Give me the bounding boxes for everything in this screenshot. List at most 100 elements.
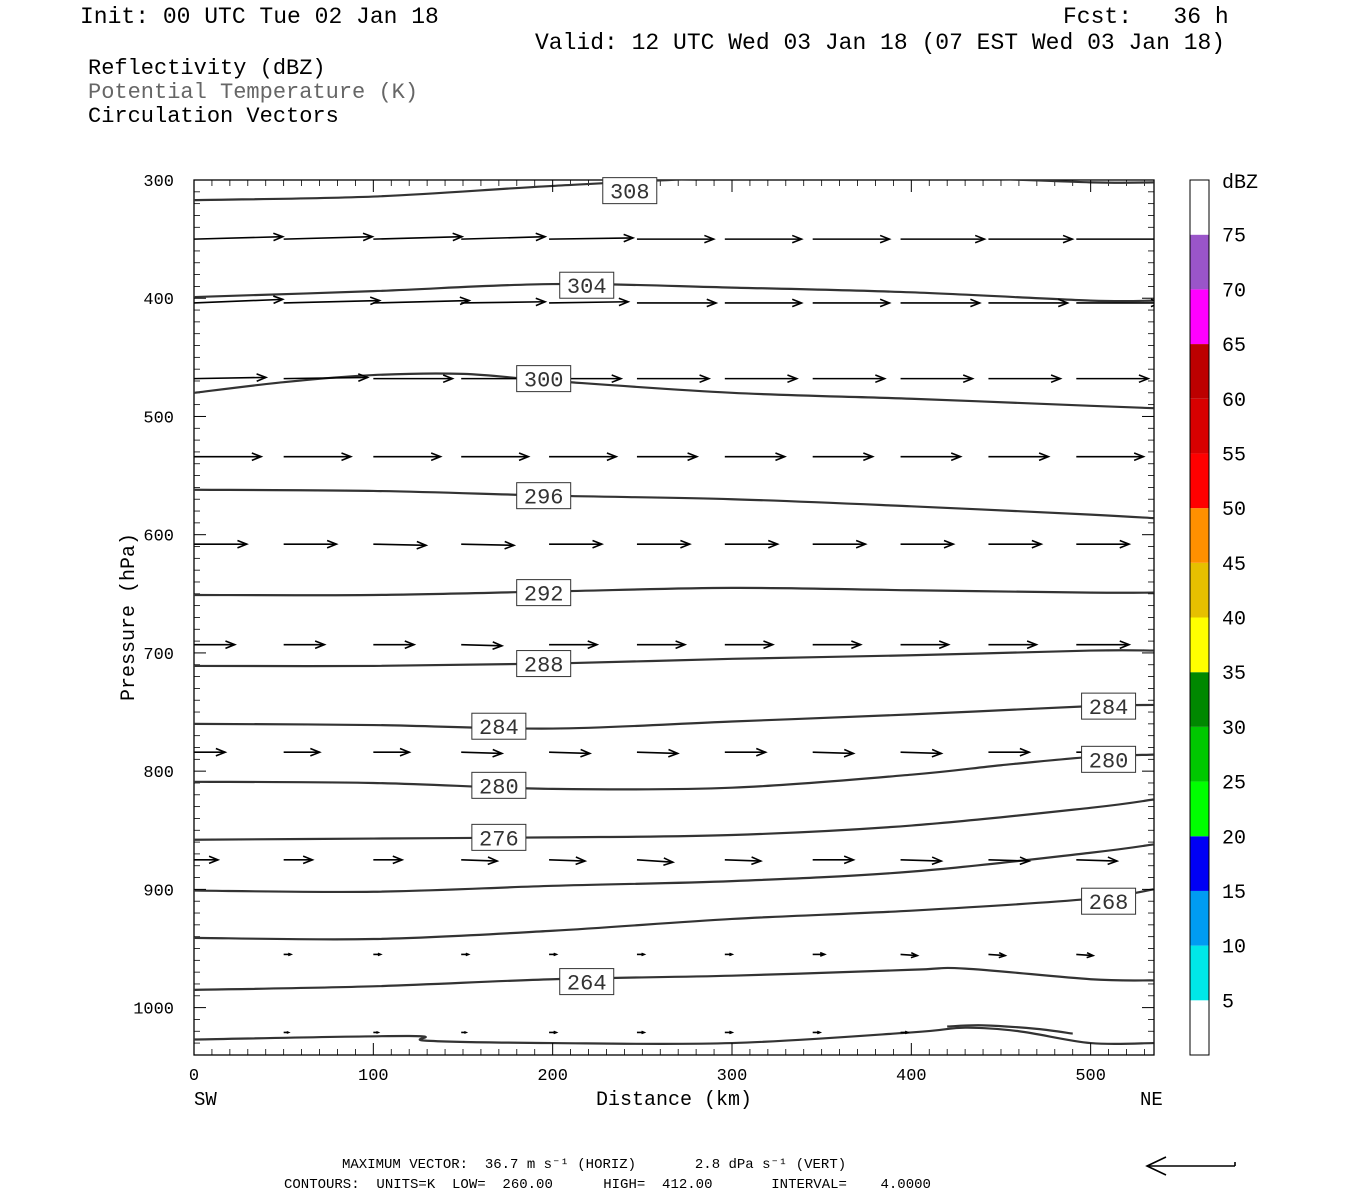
- contour-label: 284: [479, 716, 519, 741]
- colorbar-level-label: 75: [1222, 226, 1246, 249]
- circulation-vector: [549, 297, 631, 307]
- contour-label-box: [559, 271, 615, 299]
- theta-contour-264: [194, 966, 1154, 991]
- circulation-vector: [373, 452, 443, 462]
- circulation-vector: [549, 856, 588, 866]
- y-tick-label: 500: [143, 409, 174, 428]
- circulation-vector: [194, 640, 237, 650]
- colorbar-segment: [1190, 289, 1209, 345]
- colorbar-segment: [1190, 453, 1209, 509]
- circulation-vector: [988, 539, 1044, 549]
- colorbar-segment: [1190, 617, 1209, 673]
- contour-label: 264: [567, 972, 607, 997]
- contour-label-box: [602, 177, 658, 205]
- forecast-hour-label: Fcst: 36 h: [1063, 4, 1229, 30]
- circulation-vector: [988, 951, 1008, 959]
- circulation-vector: [900, 640, 951, 650]
- theta-contour-280: [194, 753, 1154, 791]
- init-time-label: Init: 00 UTC Tue 02 Jan 18: [80, 4, 439, 30]
- circulation-vector: [283, 747, 322, 757]
- circulation-vector: [461, 1030, 469, 1034]
- colorbar-segment: [1190, 180, 1209, 235]
- contour-label: 288: [524, 654, 564, 679]
- circulation-vector: [194, 295, 285, 305]
- colorbar-frame: [1189, 179, 1210, 1056]
- contour-label: 280: [479, 775, 519, 800]
- circulation-vector: [549, 640, 600, 650]
- circulation-vector: [900, 748, 944, 758]
- reference-vector-arrow: [1145, 1156, 1236, 1176]
- circulation-vector: [1076, 452, 1146, 462]
- circulation-vector: [1076, 374, 1151, 384]
- colorbar-level-label: 5: [1222, 991, 1234, 1014]
- circulation-vector: [373, 232, 465, 242]
- circulation-vector: [1076, 640, 1132, 650]
- y-tick-label: 800: [143, 764, 174, 783]
- circulation-vector: [724, 856, 763, 866]
- colorbar-level-label: 15: [1222, 882, 1246, 905]
- circulation-vector: [194, 855, 221, 865]
- colorbar-segment: [1190, 781, 1209, 837]
- circulation-vector: [461, 297, 548, 307]
- circulation-vector: [724, 374, 799, 384]
- theta-contour-288: [194, 649, 1154, 668]
- circulation-vector: [373, 855, 405, 865]
- circulation-vector: [373, 374, 455, 384]
- circulation-vector: [900, 234, 987, 244]
- y-axis-title: Pressure (hPa): [118, 533, 141, 701]
- circulation-vector: [812, 539, 868, 549]
- contour-info-label: CONTOURS: UNITS=K LOW= 260.00 HIGH= 412.…: [284, 1177, 931, 1193]
- contour-label-box: [1081, 745, 1137, 773]
- contour-label: 280: [1089, 749, 1129, 774]
- colorbar-segment: [1190, 234, 1209, 290]
- circulation-vector: [1076, 298, 1154, 308]
- circulation-vector: [724, 1030, 735, 1035]
- contour-label-box: [471, 712, 527, 740]
- circulation-vector: [812, 1030, 823, 1035]
- contour-labels: 308 304 300 296 292 288 284 284 280 280 276 268 264: [471, 177, 1137, 997]
- x-tick-label: 300: [717, 1067, 748, 1086]
- theta-contour-268: [194, 888, 1154, 941]
- colorbar-level-label: 35: [1222, 663, 1246, 686]
- circulation-vector: [636, 952, 647, 957]
- y-tick-label: 900: [143, 882, 174, 901]
- circulation-vector: [1076, 539, 1132, 549]
- colorbar-level-label: 65: [1222, 335, 1246, 358]
- circulation-vector: [194, 452, 264, 462]
- x-axis-title: Distance (km): [596, 1089, 752, 1112]
- circulation-vector: [636, 857, 676, 867]
- colorbar-level-label: 55: [1222, 444, 1246, 467]
- y-tick-label: 400: [143, 291, 174, 310]
- circulation-vector: [194, 373, 269, 383]
- colorbar-level-label: 40: [1222, 609, 1246, 632]
- circulation-vector: [461, 952, 471, 957]
- circulation-vector: [724, 539, 780, 549]
- circulation-vector: [812, 298, 892, 308]
- circulation-vector: [373, 1030, 381, 1034]
- circulation-vector: [461, 748, 505, 758]
- circulation-vector: [988, 747, 1032, 757]
- circulation-vector: [461, 540, 517, 550]
- legend-circulation-vectors: Circulation Vectors: [88, 104, 339, 129]
- valid-time-label: Valid: 12 UTC Wed 03 Jan 18 (07 EST Wed …: [535, 30, 1226, 56]
- colorbar-segment: [1190, 344, 1209, 399]
- x-tick-label: 500: [1075, 1067, 1106, 1086]
- circulation-vector: [373, 747, 412, 757]
- circulation-vector: [812, 951, 827, 957]
- circulation-vector: [283, 952, 294, 957]
- circulation-vector: [636, 539, 692, 549]
- colorbar-segment: [1190, 398, 1209, 454]
- colorbar-level-label: 30: [1222, 718, 1246, 741]
- circulation-vector: [812, 452, 875, 462]
- circulation-vector: [549, 748, 593, 758]
- circulation-vectors: [194, 232, 1154, 1035]
- contour-label-box: [471, 771, 527, 799]
- circulation-vector: [812, 855, 856, 865]
- contour-label-box: [516, 579, 572, 607]
- theta-contour-292: [194, 586, 1154, 597]
- contour-label: 304: [567, 275, 607, 300]
- maximum-vector-label: MAXIMUM VECTOR: 36.7 m s⁻¹ (HORIZ) 2.8 d…: [342, 1157, 847, 1173]
- circulation-vector: [283, 452, 353, 462]
- circulation-vector: [724, 452, 787, 462]
- theta-contour-308: [194, 180, 1154, 202]
